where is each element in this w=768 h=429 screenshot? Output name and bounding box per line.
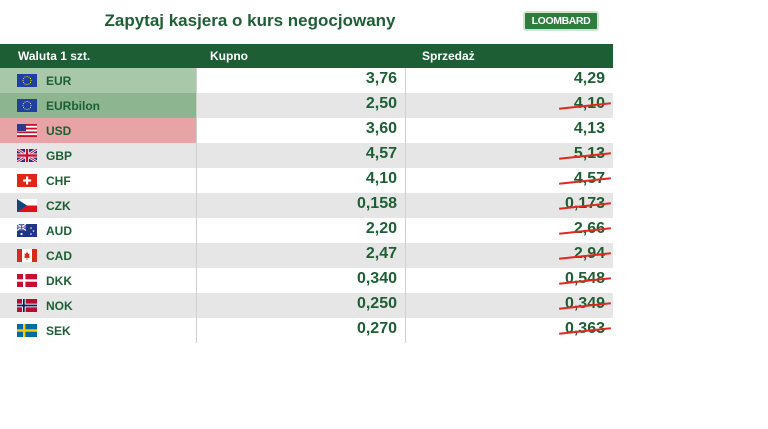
sell-cell: 4,29 <box>405 68 613 93</box>
cz-flag-icon <box>17 199 37 212</box>
buy-rate: 2,47 <box>365 245 397 262</box>
buy-rate: 0,270 <box>356 320 397 337</box>
sell-rate: 4,29 <box>573 70 605 87</box>
table-row: CAD 2,47 2,94 <box>0 243 613 268</box>
buy-cell: 0,270 <box>196 318 405 343</box>
ch-flag-icon <box>17 174 37 187</box>
sell-rate: 4,13 <box>573 120 605 137</box>
table-row: USD 3,60 4,13 <box>0 118 613 143</box>
currency-code: EURbilon <box>46 99 100 113</box>
table-row: CZK 0,158 0,173 <box>0 193 613 218</box>
currency-code: CHF <box>46 174 71 188</box>
currency-code: CAD <box>46 249 72 263</box>
currency-cell: CHF <box>0 168 196 193</box>
currency-code: CZK <box>46 199 71 213</box>
sell-cell: 0,548 <box>405 268 613 293</box>
dk-flag-icon <box>17 274 37 287</box>
buy-cell: 2,20 <box>196 218 405 243</box>
sell-cell: 4,10 <box>405 93 613 118</box>
currency-code: EUR <box>46 74 72 88</box>
buy-cell: 0,158 <box>196 193 405 218</box>
buy-rate: 3,76 <box>365 70 397 87</box>
table-header: Waluta 1 szt. Kupno Sprzedaż <box>0 44 613 68</box>
table-row: NOK 0,250 0,349 <box>0 293 613 318</box>
currency-cell: USD <box>0 118 196 143</box>
buy-rate: 0,158 <box>356 195 397 212</box>
buy-cell: 4,57 <box>196 143 405 168</box>
currency-code: GBP <box>46 149 73 163</box>
eu-flag-icon <box>17 74 37 87</box>
header-currency: Waluta 1 szt. <box>18 49 91 63</box>
buy-cell: 0,340 <box>196 268 405 293</box>
buy-rate: 4,10 <box>365 170 397 187</box>
table-row: EURbilon 2,50 4,10 <box>0 93 613 118</box>
sell-cell: 2,94 <box>405 243 613 268</box>
sell-cell: 0,349 <box>405 293 613 318</box>
sell-cell: 2,66 <box>405 218 613 243</box>
exchange-rate-board: Zapytaj kasjera o kurs negocjowany LOOMB… <box>0 11 613 343</box>
sell-cell: 4,13 <box>405 118 613 143</box>
currency-cell: CAD <box>0 243 196 268</box>
buy-cell: 2,50 <box>196 93 405 118</box>
currency-cell: AUD <box>0 218 196 243</box>
currency-code: SEK <box>46 324 71 338</box>
no-flag-icon <box>17 299 37 312</box>
au-flag-icon <box>16 223 37 237</box>
currency-code: USD <box>46 124 72 138</box>
table-row: SEK 0,270 0,363 <box>0 318 613 343</box>
buy-cell: 3,60 <box>196 118 405 143</box>
buy-rate: 2,20 <box>365 220 397 237</box>
header-sell: Sprzedaż <box>422 49 475 63</box>
sell-cell: 4,57 <box>405 168 613 193</box>
se-flag-icon <box>17 324 37 337</box>
currency-code: NOK <box>46 299 73 313</box>
sell-cell: 0,173 <box>405 193 613 218</box>
currency-cell: CZK <box>0 193 196 218</box>
header-buy: Kupno <box>210 49 248 63</box>
rates-table-body: EUR 3,76 4,29 EURbilon 2,50 4,10 USD 3,6… <box>0 68 613 343</box>
buy-cell: 0,250 <box>196 293 405 318</box>
currency-cell: DKK <box>0 268 196 293</box>
buy-rate: 0,250 <box>356 295 397 312</box>
us-flag-icon <box>17 124 37 137</box>
currency-cell: EURbilon <box>0 93 196 118</box>
currency-code: DKK <box>46 274 72 288</box>
buy-cell: 3,76 <box>196 68 405 93</box>
page-title: Zapytaj kasjera o kurs negocjowany <box>104 11 396 30</box>
currency-cell: EUR <box>0 68 196 93</box>
currency-cell: NOK <box>0 293 196 318</box>
buy-rate: 0,340 <box>356 270 397 287</box>
buy-cell: 2,47 <box>196 243 405 268</box>
buy-rate: 3,60 <box>365 120 397 137</box>
ca-flag-icon <box>17 249 37 262</box>
eu-flag-icon <box>17 99 37 112</box>
buy-rate: 2,50 <box>365 95 397 112</box>
buy-cell: 4,10 <box>196 168 405 193</box>
sell-cell: 0,363 <box>405 318 613 343</box>
currency-cell: GBP <box>0 143 196 168</box>
table-row: CHF 4,10 4,57 <box>0 168 613 193</box>
brand-logo: LOOMBARD <box>523 11 599 31</box>
table-row: EUR 3,76 4,29 <box>0 68 613 93</box>
sell-cell: 5,13 <box>405 143 613 168</box>
currency-cell: SEK <box>0 318 196 343</box>
buy-rate: 4,57 <box>365 145 397 162</box>
table-row: DKK 0,340 0,548 <box>0 268 613 293</box>
table-row: AUD 2,20 2,66 <box>0 218 613 243</box>
gb-flag-icon <box>16 147 38 164</box>
currency-code: AUD <box>46 224 72 238</box>
table-row: GBP 4,57 5,13 <box>0 143 613 168</box>
